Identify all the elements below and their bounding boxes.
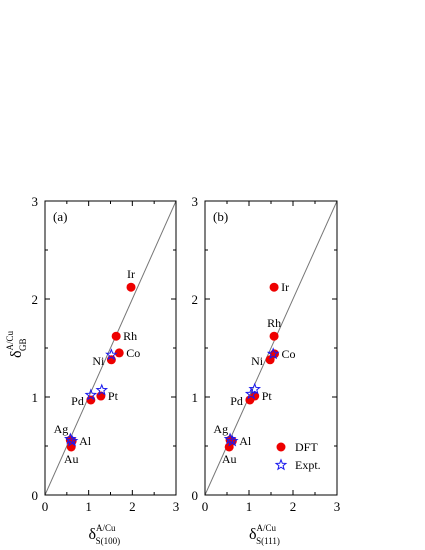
series-expt	[64, 348, 118, 447]
y-tick-label: 2	[32, 292, 39, 307]
point-label: Ni	[92, 354, 105, 368]
dft-point	[265, 355, 275, 365]
x-tick-label: 3	[173, 499, 180, 514]
point-label: Pt	[262, 389, 273, 403]
x-axis-label: δA/Cu S(100)	[89, 523, 121, 546]
panel-a: 0 1 2 3 0 1 2 3 (a) δA/Cu S(100) δA/Cu GB Ir Rh Co Ni Pt P…	[5, 194, 179, 546]
dft-point	[269, 331, 279, 341]
point-label: Co	[282, 347, 296, 361]
expt-star-point	[105, 348, 118, 361]
dft-point	[224, 442, 234, 452]
point-label: Au	[222, 452, 237, 466]
point-label: Rh	[267, 316, 281, 330]
dft-point	[269, 282, 279, 292]
y-tick-label: 1	[192, 390, 199, 405]
legend-label: DFT	[295, 440, 318, 454]
ticks	[204, 200, 338, 496]
dft-point	[245, 395, 255, 405]
dft-point	[111, 331, 121, 341]
point-label: Pd	[71, 394, 84, 408]
point-label: Al	[79, 434, 92, 448]
panel-label: (a)	[53, 209, 67, 224]
legend-expt-marker	[274, 458, 288, 471]
series-expt	[223, 347, 280, 447]
expt-star-point	[248, 382, 262, 395]
dft-point	[114, 348, 124, 358]
point-label: Ni	[251, 354, 264, 368]
ticks	[44, 200, 177, 496]
point-label: Pt	[108, 389, 119, 403]
point-label: Al	[239, 434, 252, 448]
legend-dft-marker	[276, 442, 286, 452]
y-tick-label: 3	[192, 194, 199, 209]
y-tick-label: 1	[32, 390, 39, 405]
y-tick-label: 2	[192, 292, 199, 307]
dft-point	[126, 282, 136, 292]
x-tick-label: 1	[85, 499, 92, 514]
x-tick-label: 3	[334, 499, 341, 514]
point-label: Ag	[213, 422, 228, 436]
x-tick-label: 2	[129, 499, 136, 514]
point-label: Rh	[123, 329, 137, 343]
point-label: Co	[126, 346, 140, 360]
point-label: Ir	[281, 280, 289, 294]
x-tick-label: 1	[246, 499, 253, 514]
panel-label: (b)	[213, 209, 228, 224]
point-label: Ag	[54, 422, 69, 436]
expt-star-point	[64, 432, 77, 445]
expt-star-point	[84, 388, 98, 401]
x-tick-label: 0	[42, 499, 49, 514]
expt-star-point	[244, 387, 258, 400]
y-axis-label: δA/Cu GB	[5, 330, 28, 358]
point-label: Au	[64, 452, 79, 466]
expt-star-point	[266, 347, 280, 360]
y-tick-label: 0	[32, 488, 39, 503]
reference-line	[45, 201, 176, 495]
y-tick-label: 0	[192, 488, 199, 503]
legend-label: Expt.	[295, 458, 321, 472]
legend: DFT Expt.	[274, 440, 321, 472]
point-label: Pd	[230, 394, 243, 408]
y-tick-label: 3	[32, 194, 39, 209]
x-tick-label: 2	[290, 499, 297, 514]
expt-star-point	[65, 434, 79, 447]
point-label: Ir	[127, 267, 135, 281]
x-tick-label: 0	[202, 499, 209, 514]
x-axis-label: δA/Cu S(111)	[249, 523, 280, 546]
expt-star-point	[225, 434, 239, 447]
expt-star-point	[95, 383, 109, 396]
y-axis-label-group: δA/Cu GB	[5, 330, 28, 358]
